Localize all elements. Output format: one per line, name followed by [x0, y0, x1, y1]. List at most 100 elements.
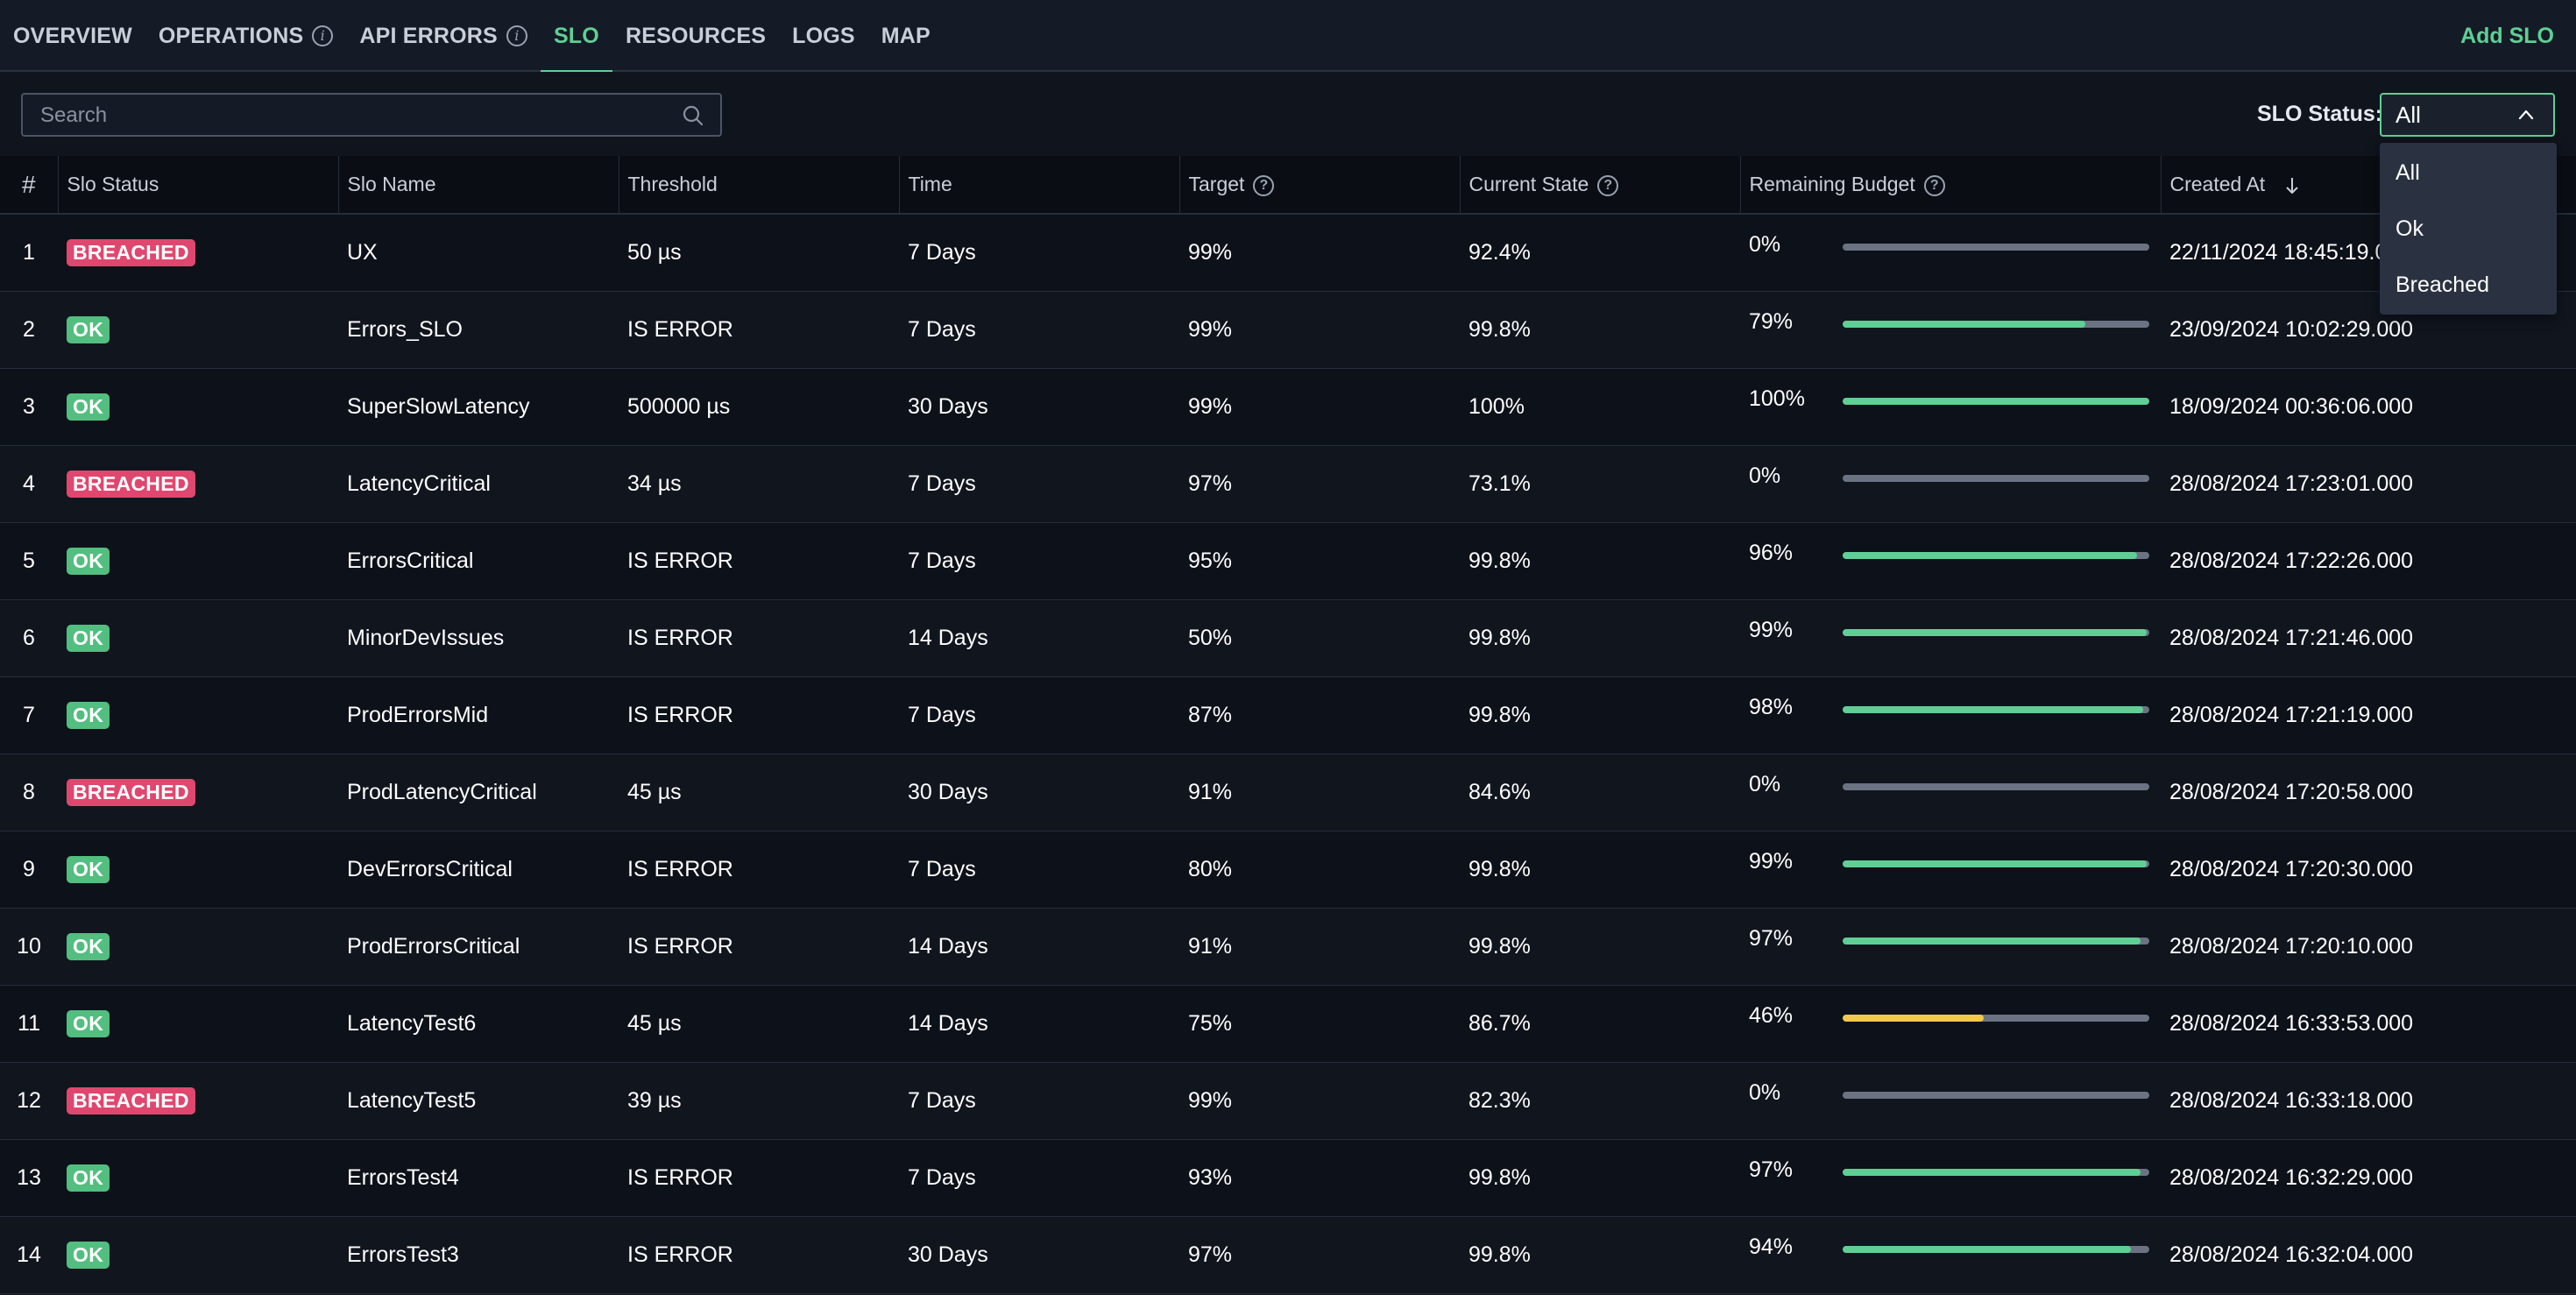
arrow-down-icon[interactable] — [2283, 175, 2301, 196]
target: 99% — [1179, 291, 1460, 369]
status-badge: BREACHED — [67, 778, 195, 806]
table-row[interactable]: 1 BREACHED UX 50 µs 7 Days 99% 92.4% 0% 22/11/20… — [0, 214, 2576, 292]
remaining-budget: 99% — [1740, 599, 2161, 677]
budget-percent: 99% — [1749, 617, 1794, 642]
tab-operations[interactable]: OPERATIONS i — [145, 0, 346, 72]
budget-percent: 94% — [1749, 1234, 1794, 1259]
row-index: 9 — [0, 831, 58, 909]
tab-logs[interactable]: LOGS — [779, 0, 868, 72]
status-badge: OK — [67, 315, 110, 343]
remaining-budget: 99% — [1740, 831, 2161, 909]
budget-progress-fill — [1843, 1245, 2131, 1253]
row-index: 10 — [0, 908, 58, 986]
remaining-budget: 46% — [1740, 985, 2161, 1063]
column-header-name[interactable]: Slo Name — [338, 156, 619, 215]
table-row[interactable]: 3 OK SuperSlowLatency 500000 µs 30 Days 99% 10… — [0, 368, 2576, 446]
tab-map[interactable]: MAP — [868, 0, 944, 72]
current-state: 84.6% — [1460, 754, 1740, 831]
column-header-current-state[interactable]: Current State? — [1460, 156, 1741, 215]
column-header-status[interactable]: Slo Status — [58, 156, 339, 215]
add-slo-button[interactable]: Add SLO — [2460, 23, 2554, 48]
slo-status-label: SLO Status: — [2257, 102, 2383, 126]
remaining-budget: 0% — [1740, 754, 2161, 831]
tab-label: OPERATIONS — [158, 23, 304, 48]
info-icon[interactable]: i — [312, 25, 334, 46]
threshold: IS ERROR — [619, 908, 899, 986]
tab-label: MAP — [881, 23, 931, 48]
target: 97% — [1179, 445, 1460, 523]
table-row[interactable]: 5 OK ErrorsCritical IS ERROR 7 Days 95% 99.8% 9… — [0, 522, 2576, 600]
table-row[interactable]: 10 OK ProdErrorsCritical IS ERROR 14 Days 91%… — [0, 908, 2576, 986]
status-badge: OK — [67, 932, 110, 960]
created-at: 28/08/2024 17:20:10.000 — [2161, 908, 2576, 986]
slo-status-selected: All — [2396, 101, 2421, 128]
tab-label: SLO — [553, 23, 599, 48]
help-icon[interactable]: ? — [1923, 174, 1945, 196]
column-header-target[interactable]: Target? — [1179, 156, 1461, 215]
dropdown-option-all[interactable]: All — [2396, 159, 2420, 185]
time-window: 30 Days — [899, 754, 1179, 831]
table-row[interactable]: 4 BREACHED LatencyCritical 34 µs 7 Days 97% 73… — [0, 445, 2576, 523]
threshold: 34 µs — [619, 445, 899, 523]
target: 97% — [1179, 1216, 1460, 1294]
column-header-threshold[interactable]: Threshold — [619, 156, 900, 215]
status-badge: OK — [67, 393, 110, 421]
time-window: 7 Days — [899, 522, 1179, 600]
status-cell: OK — [58, 522, 338, 600]
time-window: 7 Days — [899, 1139, 1179, 1217]
table-row[interactable]: 8 BREACHED ProdLatencyCritical 45 µs 30 Days… — [0, 754, 2576, 831]
slo-status-select[interactable]: All — [2380, 93, 2555, 137]
tab-slo[interactable]: SLO — [540, 0, 612, 74]
table-row[interactable]: 6 OK MinorDevIssues IS ERROR 14 Days 50% 99.8%… — [0, 599, 2576, 677]
current-state: 82.3% — [1460, 1062, 1740, 1140]
tab-overview[interactable]: OVERVIEW — [0, 0, 145, 72]
dropdown-option-breached[interactable]: Breached — [2396, 272, 2490, 297]
column-header-time[interactable]: Time — [899, 156, 1180, 215]
budget-progress-bar — [1843, 1091, 2149, 1099]
slo-name: DevErrorsCritical — [338, 831, 619, 909]
budget-progress-bar — [1843, 1245, 2149, 1253]
search-box[interactable] — [21, 93, 722, 137]
created-at: 28/08/2024 16:33:53.000 — [2161, 985, 2576, 1063]
budget-progress-fill — [1843, 937, 2141, 945]
table-row[interactable]: 2 OK Errors_SLO IS ERROR 7 Days 99% 99.8% 79% 23… — [0, 291, 2576, 369]
budget-progress-bar — [1843, 397, 2149, 405]
table-row[interactable]: 14 OK ErrorsTest3 IS ERROR 30 Days 97% 99.8% 94… — [0, 1216, 2576, 1294]
table-row[interactable]: 12 BREACHED LatencyTest5 39 µs 7 Days 99% 82.3… — [0, 1062, 2576, 1140]
search-icon[interactable] — [682, 104, 704, 127]
tab-api-errors[interactable]: API ERRORS i — [346, 0, 541, 72]
remaining-budget: 96% — [1740, 522, 2161, 600]
budget-progress-fill — [1843, 1014, 1984, 1022]
tab-resources[interactable]: RESOURCES — [612, 0, 779, 72]
table-row[interactable]: 7 OK ProdErrorsMid IS ERROR 7 Days 87% 99.8% 98… — [0, 676, 2576, 754]
created-at: 28/08/2024 16:32:04.000 — [2161, 1216, 2576, 1294]
row-index: 1 — [0, 214, 58, 292]
status-cell: OK — [58, 1139, 338, 1217]
target: 87% — [1179, 676, 1460, 754]
table-row[interactable]: 13 OK ErrorsTest4 IS ERROR 7 Days 93% 99.8% 97%… — [0, 1139, 2576, 1217]
info-icon[interactable]: i — [506, 25, 527, 46]
dropdown-option-ok[interactable]: Ok — [2396, 216, 2424, 241]
current-state: 86.7% — [1460, 985, 1740, 1063]
row-index: 11 — [0, 985, 58, 1063]
column-header-remaining-budget[interactable]: Remaining Budget? — [1740, 156, 2162, 215]
created-at: 28/08/2024 17:21:19.000 — [2161, 676, 2576, 754]
threshold: IS ERROR — [619, 599, 899, 677]
target: 93% — [1179, 1139, 1460, 1217]
search-input[interactable] — [23, 95, 690, 137]
remaining-budget: 97% — [1740, 1139, 2161, 1217]
help-icon[interactable]: ? — [1597, 174, 1619, 196]
help-icon[interactable]: ? — [1253, 174, 1275, 196]
created-at: 28/08/2024 17:20:58.000 — [2161, 754, 2576, 831]
table-row[interactable]: 9 OK DevErrorsCritical IS ERROR 7 Days 80% 99.… — [0, 831, 2576, 909]
created-at: 18/09/2024 00:36:06.000 — [2161, 368, 2576, 446]
slo-name: LatencyCritical — [338, 445, 619, 523]
row-index: 6 — [0, 599, 58, 677]
target: 50% — [1179, 599, 1460, 677]
remaining-budget: 0% — [1740, 445, 2161, 523]
table-row[interactable]: 11 OK LatencyTest6 45 µs 14 Days 75% 86.7% 46% 2… — [0, 985, 2576, 1063]
status-cell: OK — [58, 368, 338, 446]
target: 91% — [1179, 754, 1460, 831]
status-badge: BREACHED — [67, 1086, 195, 1115]
current-state: 73.1% — [1460, 445, 1740, 523]
